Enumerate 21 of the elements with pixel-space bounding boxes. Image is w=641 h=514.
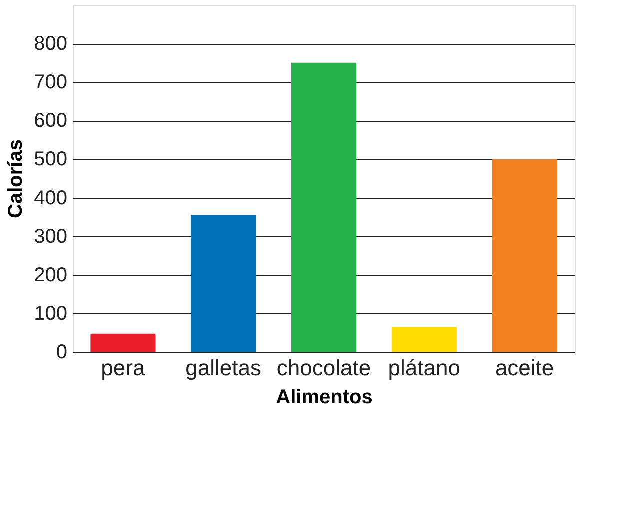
y-tick-label: 400 [34, 187, 68, 210]
y-tick-label: 0 [56, 342, 68, 364]
y-tick-label: 200 [34, 264, 68, 286]
x-tick-label: aceite [495, 356, 554, 380]
bar [191, 215, 256, 352]
y-tick-label: 500 [34, 148, 68, 171]
bar [392, 326, 457, 352]
bar [492, 159, 558, 352]
y-tick-label: 100 [34, 302, 68, 325]
y-axis-title: Calorías [5, 140, 28, 218]
x-tick-label: pera [101, 356, 146, 380]
y-tick-label: 300 [34, 226, 68, 248]
x-tick-label: galletas [186, 356, 262, 380]
y-tick-label: 800 [34, 33, 68, 56]
bar [90, 334, 156, 352]
bar [292, 62, 356, 352]
x-axis-title: Alimentos [276, 386, 373, 408]
x-tick-label: plátano [388, 356, 460, 380]
y-tick-label: 700 [34, 72, 68, 94]
y-tick-label: 600 [34, 110, 68, 132]
x-tick-label: chocolate [276, 356, 372, 380]
